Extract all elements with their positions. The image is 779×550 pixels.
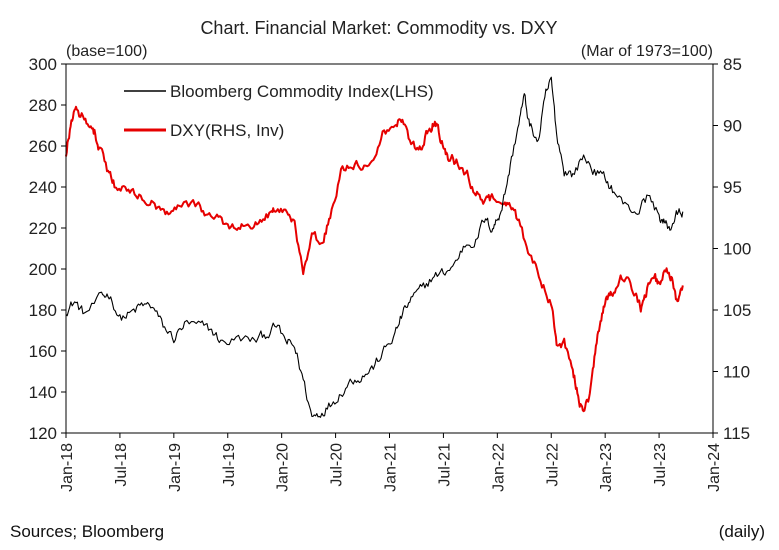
right-tick-label: 90 xyxy=(723,117,742,136)
series-commodity-line xyxy=(65,76,684,418)
chart-title: Chart. Financial Market: Commodity vs. D… xyxy=(200,18,557,38)
right-tick-label: 105 xyxy=(723,301,751,320)
x-tick-label: Jan-23 xyxy=(598,443,615,492)
x-tick-label: Jan-20 xyxy=(275,443,292,492)
left-tick-label: 220 xyxy=(29,219,57,238)
left-tick-label: 160 xyxy=(29,342,57,361)
left-tick-label: 260 xyxy=(29,137,57,156)
x-tick-label: Jul-20 xyxy=(329,443,346,487)
left-tick-label: 300 xyxy=(29,55,57,74)
right-tick-label: 95 xyxy=(723,178,742,197)
x-tick-label: Jan-21 xyxy=(383,443,400,492)
x-tick-label: Jan-18 xyxy=(59,443,76,492)
x-tick-label: Jul-23 xyxy=(652,443,669,487)
left-tick-label: 120 xyxy=(29,424,57,443)
x-tick-label: Jul-21 xyxy=(436,443,453,487)
plot-area-frame xyxy=(65,63,714,434)
right-tick-label: 85 xyxy=(723,55,742,74)
source-note: Sources; Bloomberg xyxy=(10,522,165,541)
x-tick-label: Jul-19 xyxy=(221,443,238,487)
legend: Bloomberg Commodity Index(LHS) DXY(RHS, … xyxy=(124,82,434,140)
x-tick-label: Jan-19 xyxy=(167,443,184,492)
left-tick-label: 140 xyxy=(29,383,57,402)
right-tick-label: 100 xyxy=(723,240,751,259)
left-tick-label: 240 xyxy=(29,178,57,197)
left-tick-label: 280 xyxy=(29,96,57,115)
right-tick-label: 115 xyxy=(723,424,750,443)
right-tick-label: 110 xyxy=(723,363,750,382)
x-tick-label: Jul-22 xyxy=(544,443,561,487)
x-tick-label: Jul-18 xyxy=(113,443,130,487)
x-tick-label: Jan-22 xyxy=(490,443,507,492)
series-dxy-line xyxy=(65,105,684,413)
right-axis-unit: (Mar of 1973=100) xyxy=(581,43,713,60)
legend-commodity-label: Bloomberg Commodity Index(LHS) xyxy=(170,82,434,101)
left-tick-label: 200 xyxy=(29,260,57,279)
left-tick-label: 180 xyxy=(29,301,57,320)
left-axis-unit: (base=100) xyxy=(66,43,147,60)
x-tick-label: Jan-24 xyxy=(706,443,723,492)
legend-dxy-label: DXY(RHS, Inv) xyxy=(170,121,284,140)
frequency-note: (daily) xyxy=(718,522,765,541)
